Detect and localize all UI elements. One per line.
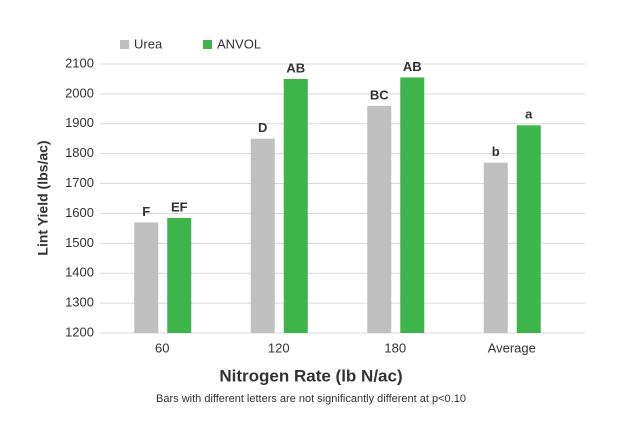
x-axis-label: Nitrogen Rate (lb N/ac) (219, 366, 402, 385)
footnote: Bars with different letters are not sign… (156, 393, 466, 405)
significance-letter: BC (370, 87, 389, 102)
significance-letter: EF (171, 199, 188, 214)
y-tick-label: 1700 (65, 175, 94, 190)
legend-label: ANVOL (217, 36, 261, 51)
legend-swatch (120, 40, 129, 49)
bar (250, 138, 275, 333)
y-tick-label: 1400 (65, 265, 94, 280)
bar (167, 217, 192, 333)
bar (134, 222, 159, 333)
bar (400, 77, 425, 333)
y-tick-label: 1500 (65, 235, 94, 250)
y-tick-label: 1200 (65, 324, 94, 339)
y-axis-label: Lint Yield (lbs/ac) (35, 140, 51, 255)
x-tick-label: 60 (155, 340, 169, 355)
significance-letter: a (525, 107, 533, 122)
bar (483, 162, 508, 333)
legend-swatch (203, 40, 212, 49)
y-tick-label: 2100 (65, 55, 94, 70)
significance-letter: AB (286, 60, 305, 75)
significance-letter: D (258, 120, 267, 135)
y-tick-label: 2000 (65, 85, 94, 100)
significance-letter: F (142, 204, 150, 219)
bar (516, 125, 541, 334)
x-tick-label: Average (488, 340, 536, 355)
y-tick-label: 1800 (65, 145, 94, 160)
legend-label: Urea (134, 36, 163, 51)
bar (283, 78, 308, 333)
bar (367, 105, 392, 333)
x-tick-label: 120 (268, 340, 290, 355)
y-tick-label: 1300 (65, 295, 94, 310)
y-tick-label: 1600 (65, 205, 94, 220)
significance-letter: AB (403, 59, 422, 74)
x-tick-label: 180 (384, 340, 406, 355)
y-tick-label: 1900 (65, 115, 94, 130)
significance-letter: b (492, 144, 500, 159)
